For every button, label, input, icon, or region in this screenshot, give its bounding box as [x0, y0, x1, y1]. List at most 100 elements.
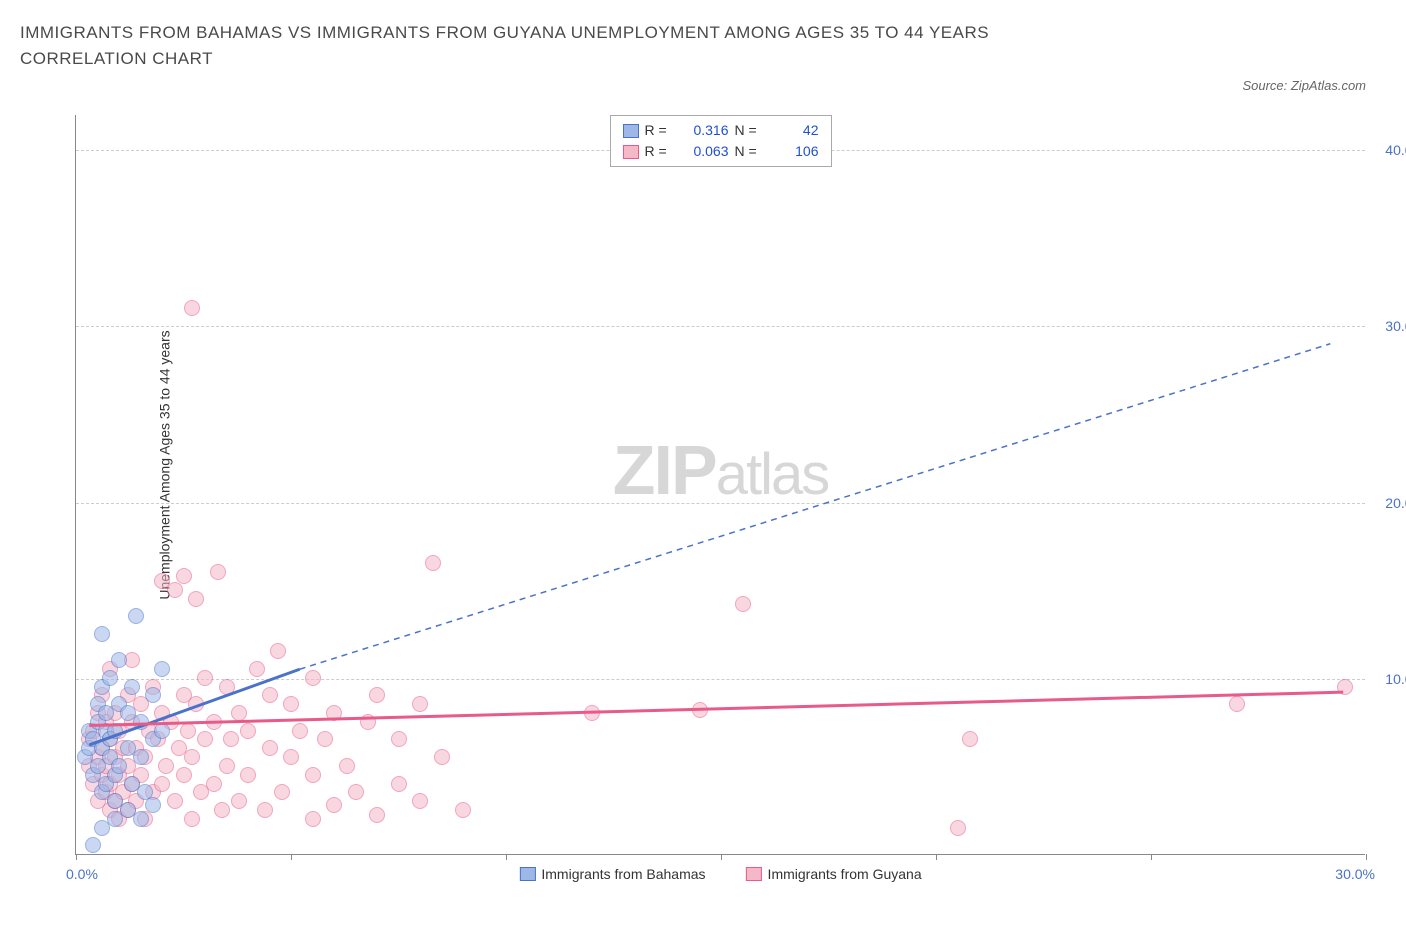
chart-title: IMMIGRANTS FROM BAHAMAS VS IMMIGRANTS FR… — [20, 20, 1120, 71]
guyana-point — [950, 820, 966, 836]
guyana-point — [184, 300, 200, 316]
guyana-point — [167, 582, 183, 598]
guyana-point — [434, 749, 450, 765]
legend-row-bahamas: R = 0.316 N = 42 — [623, 120, 819, 141]
guyana-point — [305, 670, 321, 686]
chart-container: IMMIGRANTS FROM BAHAMAS VS IMMIGRANTS FR… — [20, 20, 1386, 910]
y-tick-label: 30.0% — [1385, 318, 1406, 334]
x-tick — [506, 854, 507, 860]
x-origin-label: 0.0% — [66, 866, 98, 882]
correlation-legend: R = 0.316 N = 42 R = 0.063 N = 106 — [610, 115, 832, 167]
guyana-point — [412, 696, 428, 712]
guyana-point — [219, 758, 235, 774]
guyana-point — [231, 793, 247, 809]
y-tick-label: 20.0% — [1385, 495, 1406, 511]
guyana-point — [270, 643, 286, 659]
legend-item-guyana: Immigrants from Guyana — [746, 866, 922, 882]
bahamas-point — [94, 626, 110, 642]
watermark: ZIPatlas — [613, 430, 828, 510]
guyana-point — [1229, 696, 1245, 712]
guyana-point — [214, 802, 230, 818]
legend-row-guyana: R = 0.063 N = 106 — [623, 141, 819, 162]
guyana-point — [339, 758, 355, 774]
bahamas-point — [145, 687, 161, 703]
swatch-guyana — [623, 145, 639, 159]
gridline-h — [76, 679, 1365, 680]
guyana-point — [735, 596, 751, 612]
legend-r-label-2: R = — [645, 141, 673, 162]
guyana-point — [223, 731, 239, 747]
guyana-point — [305, 767, 321, 783]
guyana-point — [210, 564, 226, 580]
x-tick — [1366, 854, 1367, 860]
bahamas-point — [111, 758, 127, 774]
bahamas-point — [124, 679, 140, 695]
bahamas-point — [133, 749, 149, 765]
guyana-point — [326, 705, 342, 721]
guyana-point — [249, 661, 265, 677]
guyana-point — [305, 811, 321, 827]
legend-item-bahamas: Immigrants from Bahamas — [519, 866, 705, 882]
guyana-point — [197, 731, 213, 747]
plot-area: R = 0.316 N = 42 R = 0.063 N = 106 ZIPat… — [75, 115, 1365, 855]
legend-n-bahamas: 42 — [769, 120, 819, 141]
x-tick — [721, 854, 722, 860]
guyana-point — [455, 802, 471, 818]
legend-r-guyana: 0.063 — [679, 141, 729, 162]
guyana-point — [184, 811, 200, 827]
legend-label-bahamas: Immigrants from Bahamas — [541, 866, 705, 882]
bahamas-point — [154, 661, 170, 677]
guyana-point — [412, 793, 428, 809]
guyana-point — [167, 793, 183, 809]
guyana-point — [292, 723, 308, 739]
legend-n-label: N = — [735, 120, 763, 141]
guyana-point — [188, 591, 204, 607]
legend-r-label: R = — [645, 120, 673, 141]
x-tick — [1151, 854, 1152, 860]
guyana-point — [154, 776, 170, 792]
guyana-point — [257, 802, 273, 818]
guyana-point — [584, 705, 600, 721]
y-tick-label: 40.0% — [1385, 142, 1406, 158]
swatch-guyana-2 — [746, 867, 762, 881]
bahamas-point — [133, 811, 149, 827]
bahamas-point — [133, 714, 149, 730]
guyana-point — [262, 687, 278, 703]
legend-n-label-2: N = — [735, 141, 763, 162]
gridline-h — [76, 503, 1365, 504]
guyana-point — [158, 758, 174, 774]
guyana-point — [692, 702, 708, 718]
x-tick — [936, 854, 937, 860]
guyana-point — [176, 767, 192, 783]
guyana-point — [240, 723, 256, 739]
guyana-point — [962, 731, 978, 747]
bahamas-point — [154, 723, 170, 739]
legend-n-guyana: 106 — [769, 141, 819, 162]
guyana-point — [262, 740, 278, 756]
guyana-point — [180, 723, 196, 739]
x-tick — [291, 854, 292, 860]
swatch-bahamas-2 — [519, 867, 535, 881]
guyana-point — [425, 555, 441, 571]
guyana-point — [188, 696, 204, 712]
guyana-point — [206, 776, 222, 792]
bahamas-point — [107, 723, 123, 739]
guyana-point — [240, 767, 256, 783]
legend-r-bahamas: 0.316 — [679, 120, 729, 141]
guyana-point — [348, 784, 364, 800]
series-legend: Immigrants from Bahamas Immigrants from … — [519, 866, 921, 882]
gridline-h — [76, 326, 1365, 327]
legend-label-guyana: Immigrants from Guyana — [768, 866, 922, 882]
bahamas-point — [128, 608, 144, 624]
guyana-point — [274, 784, 290, 800]
guyana-point — [231, 705, 247, 721]
guyana-point — [391, 731, 407, 747]
x-max-label: 30.0% — [1335, 866, 1375, 882]
source-attribution: Source: ZipAtlas.com — [1242, 78, 1366, 93]
bahamas-point — [145, 797, 161, 813]
guyana-point — [197, 670, 213, 686]
guyana-point — [317, 731, 333, 747]
guyana-point — [369, 687, 385, 703]
guyana-point — [219, 679, 235, 695]
watermark-zip: ZIP — [613, 431, 716, 509]
